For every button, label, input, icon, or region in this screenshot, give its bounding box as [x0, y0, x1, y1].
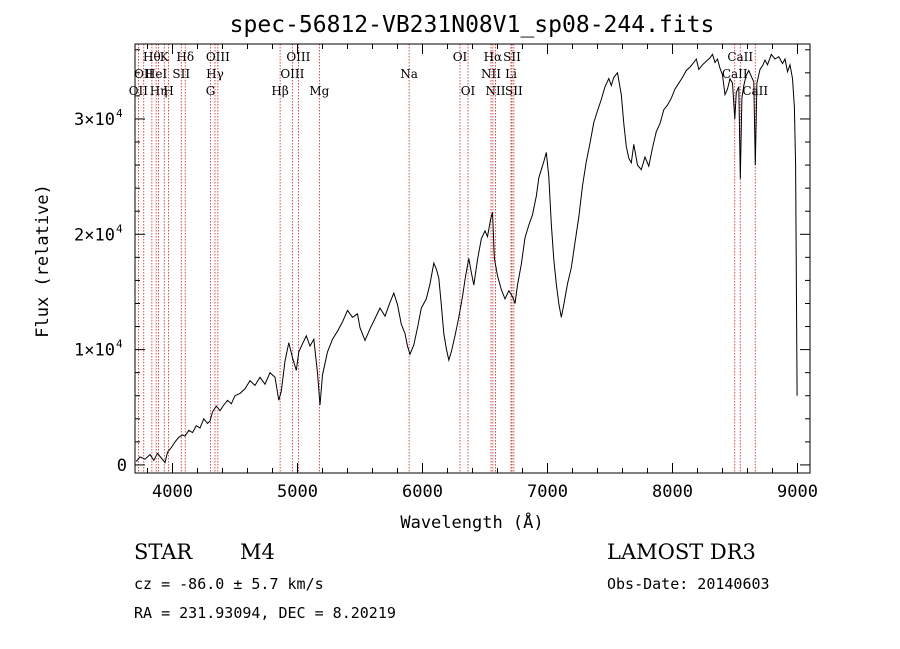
- spectral-line-label: CaII: [727, 50, 753, 64]
- y-tick-exponent: 4: [116, 338, 123, 351]
- x-tick-label: 8000: [652, 482, 693, 502]
- spectral-line-label: OIII: [286, 50, 310, 64]
- spectral-line-label: CaII: [722, 67, 748, 81]
- spectral-line-label: OII: [134, 67, 154, 81]
- spectral-line-label: NII: [481, 67, 501, 81]
- x-tick-label: 4000: [152, 482, 193, 502]
- spectral-line-label: OIII: [206, 50, 230, 64]
- spectral-line-label: OI: [453, 50, 468, 64]
- x-tick-label: 7000: [527, 482, 568, 502]
- spectral-line-label: H: [163, 84, 173, 98]
- y-tick-label: 1×10: [74, 341, 115, 361]
- y-tick-exponent: 4: [116, 107, 123, 120]
- spectral-line-label: SII: [503, 50, 521, 64]
- survey-name: LAMOST DR3: [607, 540, 756, 564]
- redshift-info: cz = -86.0 ± 5.7 km/s: [134, 575, 324, 593]
- x-tick-label: 9000: [777, 482, 818, 502]
- spectral-line-markers: [137, 44, 756, 473]
- y-tick-label: 2×10: [74, 225, 115, 245]
- spectral-line-label: Hβ: [271, 84, 288, 98]
- chart-title: spec-56812-VB231N08V1_sp08-244.fits: [230, 12, 715, 38]
- x-axis-ticks: 4000 5000 6000 7000 8000 9000: [147, 44, 818, 502]
- spectral-line-label: SII: [172, 67, 190, 81]
- x-tick-label: 6000: [402, 482, 443, 502]
- y-tick-exponent: 4: [116, 222, 123, 235]
- y-axis-label: Flux (relative): [33, 184, 53, 338]
- spectral-line-label: HeI: [145, 67, 168, 81]
- observation-date: Obs-Date: 20140603: [607, 575, 770, 593]
- spectral-line-label: OI: [461, 84, 476, 98]
- object-type: STAR: [134, 540, 193, 564]
- spectral-line-label: NII: [486, 84, 506, 98]
- y-axis-ticks: 01×10 42×10 43×10 4: [74, 49, 810, 476]
- coordinates: RA = 231.93094, DEC = 8.20219: [134, 604, 396, 622]
- spectral-line-label: Li: [505, 67, 517, 81]
- y-tick-label: 3×10: [74, 110, 115, 130]
- spectral-line-label: Hη: [150, 84, 168, 98]
- spectral-line-label: Hγ: [206, 67, 224, 81]
- spectrum-series-line: [135, 53, 798, 464]
- x-tick-label: 5000: [277, 482, 318, 502]
- spectral-line-label: G: [206, 84, 216, 98]
- spectral-line-labels: OII OII Hθ HeI Hη K H SII Hδ G Hγ OIII Hβ OIII OIII Mg N…: [129, 50, 769, 98]
- spectral-line-label: Hα: [484, 50, 503, 64]
- spectral-line-label: K: [160, 50, 170, 64]
- spectral-line-label: OII: [129, 84, 149, 98]
- spectral-line-label: Hδ: [176, 50, 194, 64]
- spectral-line-label: OIII: [280, 67, 304, 81]
- x-axis-label: Wavelength (Å): [400, 511, 543, 533]
- spectral-line-label: Mg: [309, 84, 329, 98]
- spectral-line-label: SII: [505, 84, 523, 98]
- spectral-line-label: CaII: [742, 84, 768, 98]
- spectral-line-label: Na: [400, 67, 418, 81]
- plot-frame: [134, 43, 811, 474]
- object-subclass: M4: [240, 540, 275, 564]
- spectral-line-label: Hθ: [143, 50, 161, 64]
- y-tick-label: 0: [117, 456, 127, 476]
